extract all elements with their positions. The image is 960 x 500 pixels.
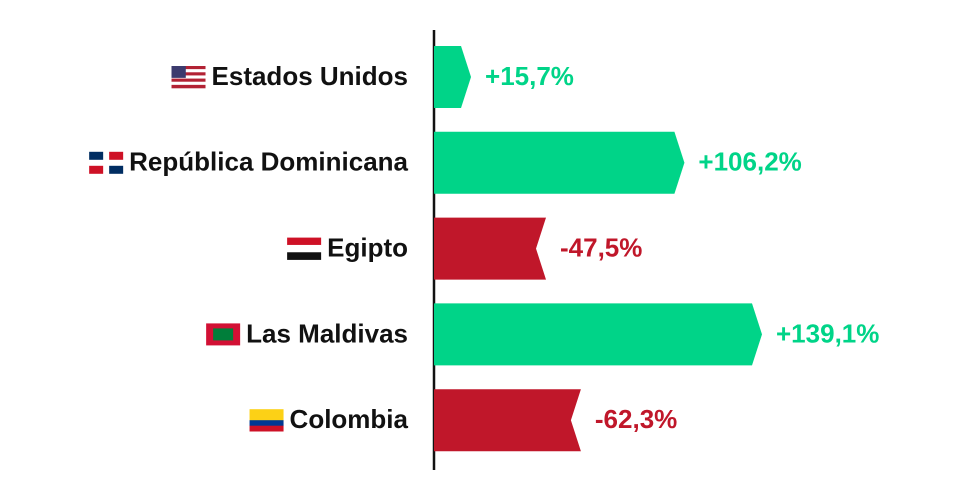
category-label: Colombia: [290, 404, 409, 434]
value-label: -62,3%: [595, 404, 677, 434]
flag-stripe: [171, 72, 206, 76]
flag-stripe: [171, 75, 206, 79]
flag-q: [89, 151, 104, 160]
value-label: +139,1%: [776, 318, 879, 348]
flag-canton: [171, 66, 186, 78]
flag-stripe: [171, 84, 206, 89]
category-label: Egipto: [327, 232, 408, 262]
flag-stripe: [171, 69, 206, 73]
value-label: +15,7%: [485, 61, 574, 91]
flag-stripe: [249, 425, 284, 432]
flag-icon: [89, 151, 124, 174]
value-label: +106,2%: [698, 147, 801, 177]
bar: [434, 46, 472, 108]
flag-stripe: [249, 409, 284, 415]
category-label: República Dominicana: [129, 147, 408, 177]
flag-stripe: [171, 78, 206, 83]
bar: [434, 389, 581, 452]
flag-icon: [249, 409, 284, 432]
flag-icon: [206, 323, 241, 346]
flag-stripe: [287, 244, 322, 253]
category-label: Estados Unidos: [212, 61, 408, 91]
flag-stripe: [287, 252, 322, 260]
flag-stripe: [171, 81, 206, 86]
value-label: -47,5%: [560, 232, 642, 262]
flag-q: [89, 165, 104, 174]
flag-stripe: [171, 66, 206, 70]
flag-stripe: [287, 237, 322, 246]
flag-icon: [171, 66, 206, 89]
bar: [434, 303, 762, 366]
flag-stripe: [249, 414, 284, 421]
bar: [434, 217, 547, 280]
flag-stripe: [249, 420, 284, 426]
category-label: Las Maldivas: [246, 318, 408, 348]
flag-q: [109, 165, 124, 174]
flag-icon: [287, 237, 322, 260]
flag-center: [213, 328, 234, 341]
flag-q: [109, 151, 124, 160]
bar: [434, 131, 685, 194]
